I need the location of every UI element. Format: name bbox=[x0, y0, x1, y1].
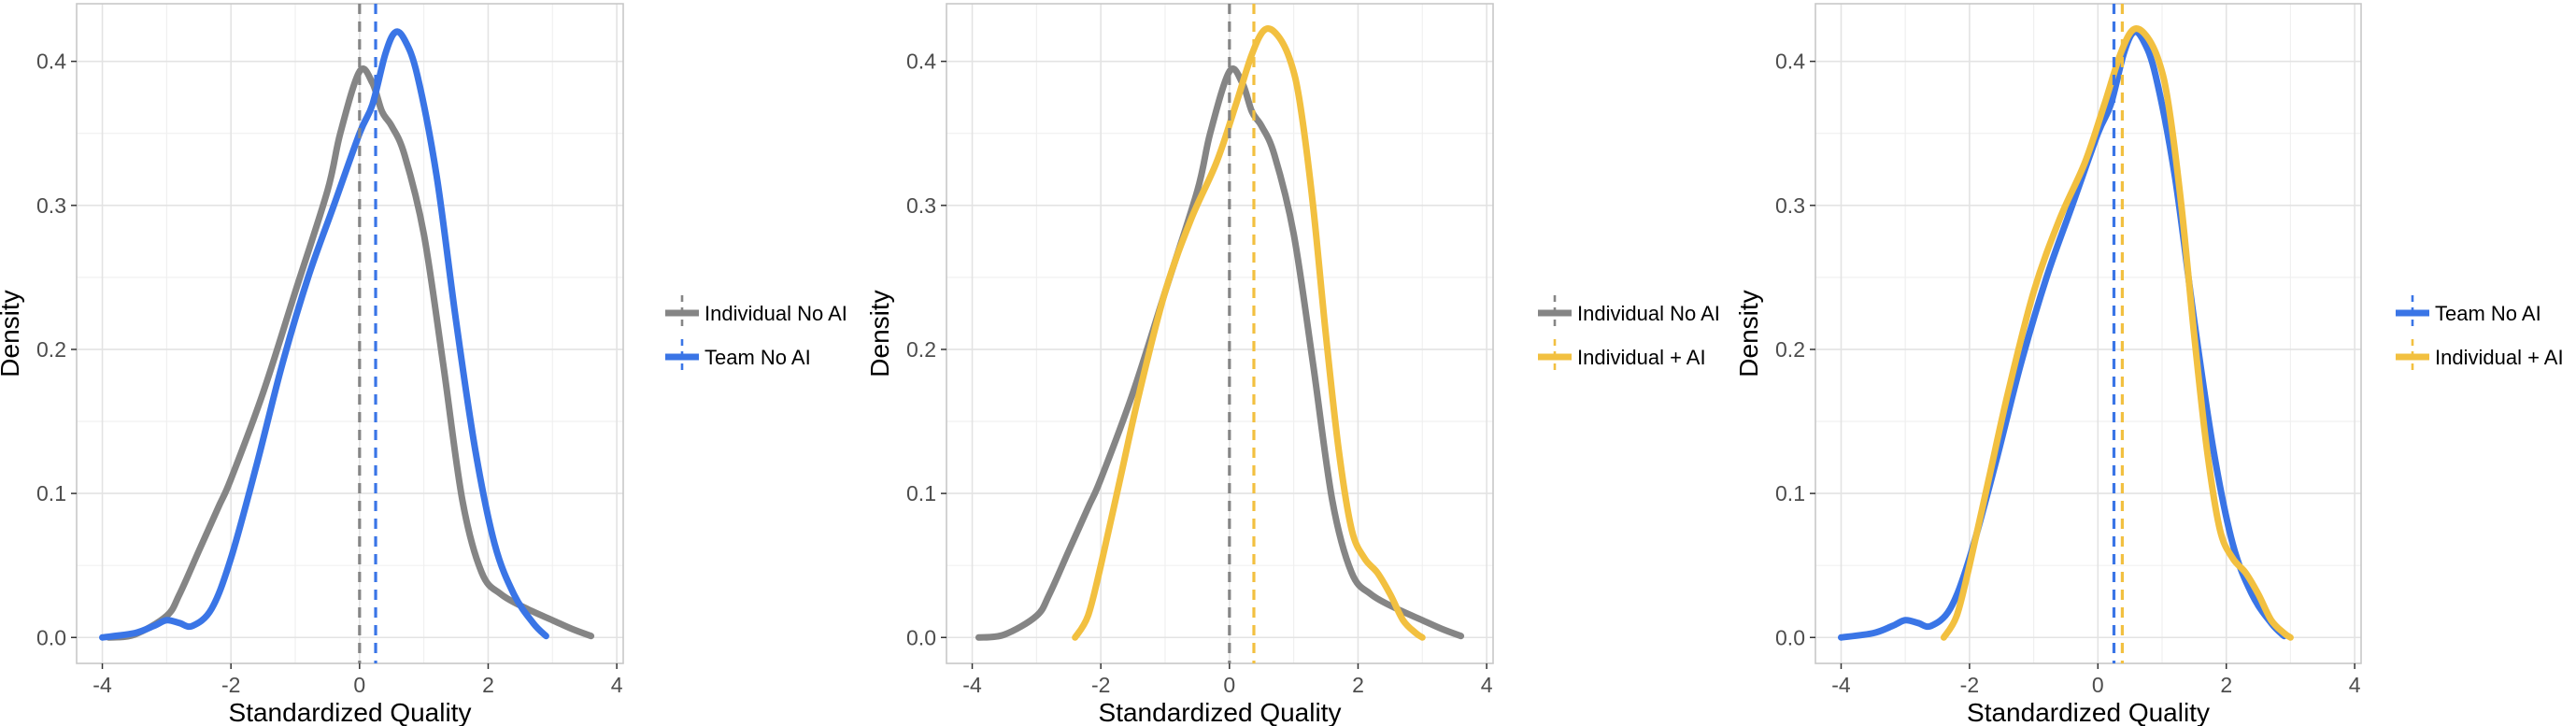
legend-label-individual-ai: Individual + AI bbox=[1577, 346, 1706, 369]
y-tick-label: 0.3 bbox=[906, 193, 936, 218]
x-tick-label: 2 bbox=[2220, 673, 2232, 697]
y-tick-label: 0.2 bbox=[906, 337, 936, 362]
y-tick-label: 0.3 bbox=[1775, 193, 1805, 218]
y-axis-title: Density bbox=[0, 290, 24, 377]
legend-label-individual-no-ai: Individual No AI bbox=[1577, 302, 1720, 325]
y-tick-label: 0.1 bbox=[36, 481, 66, 505]
y-tick-label: 0.4 bbox=[36, 50, 66, 74]
density-curve-individual-no-ai bbox=[105, 65, 595, 641]
chart-panel-2: 0.0 0.1 0.2 0.3 0.4 -4 -2 0 2 4 Standardized Quali… bbox=[865, 3, 1720, 726]
x-tick-label: 0 bbox=[1223, 673, 1235, 697]
y-tick-label: 0.4 bbox=[1775, 50, 1805, 74]
legend: Team No AI Individual + AI bbox=[2396, 295, 2564, 375]
y-axis-title: Density bbox=[865, 290, 894, 377]
y-tick-label: 0.0 bbox=[906, 625, 936, 649]
y-tick-label: 0.2 bbox=[1775, 337, 1805, 362]
x-tick-label: -4 bbox=[93, 673, 112, 697]
chart-panel-1: 0.0 0.1 0.2 0.3 0.4 -4 -2 0 2 4 Standardized Quali… bbox=[0, 3, 847, 726]
plot-area bbox=[1815, 4, 2361, 663]
legend: Individual No AI Individual + AI bbox=[1538, 295, 1720, 375]
y-tick-label: 0.3 bbox=[36, 193, 66, 218]
x-tick-label: 0 bbox=[353, 673, 365, 697]
x-tick-label: 2 bbox=[1352, 673, 1364, 697]
y-tick-label: 0.0 bbox=[36, 625, 66, 649]
plot-area bbox=[77, 4, 623, 663]
legend-label-team-no-ai: Team No AI bbox=[2435, 302, 2541, 325]
legend-label-individual-ai: Individual + AI bbox=[2435, 346, 2564, 369]
density-curve-individual-ai bbox=[1940, 25, 2294, 641]
y-tick-label: 0.2 bbox=[36, 337, 66, 362]
y-axis-title: Density bbox=[1734, 290, 1763, 377]
x-tick-label: 4 bbox=[2349, 673, 2361, 697]
x-tick-label: 4 bbox=[1481, 673, 1493, 697]
x-tick-label: -2 bbox=[1960, 673, 1979, 697]
x-axis-title: Standardized Quality bbox=[229, 698, 472, 726]
chart-panel-3: 0.0 0.1 0.2 0.3 0.4 -4 -2 0 2 4 Standardized Quali… bbox=[1734, 3, 2564, 726]
x-tick-label: 4 bbox=[611, 673, 623, 697]
legend-label-team-no-ai: Team No AI bbox=[704, 346, 811, 369]
y-tick-label: 0.4 bbox=[906, 50, 936, 74]
panel-border bbox=[76, 3, 624, 664]
y-tick-label: 0.1 bbox=[906, 481, 936, 505]
plot-area bbox=[946, 4, 1493, 663]
x-tick-label: 0 bbox=[2092, 673, 2104, 697]
legend: Individual No AI Team No AI bbox=[665, 295, 847, 375]
y-tick-label: 0.1 bbox=[1775, 481, 1805, 505]
x-tick-label: -4 bbox=[1831, 673, 1851, 697]
x-tick-label: -2 bbox=[1091, 673, 1110, 697]
y-tick-label: 0.0 bbox=[1775, 625, 1805, 649]
panel-border bbox=[1815, 3, 2362, 664]
x-tick-label: 2 bbox=[482, 673, 494, 697]
x-tick-label: -2 bbox=[221, 673, 240, 697]
x-axis-title: Standardized Quality bbox=[1967, 698, 2210, 726]
density-curve-individual-ai bbox=[1072, 25, 1426, 641]
panel-border bbox=[946, 3, 1494, 664]
legend-label-individual-no-ai: Individual No AI bbox=[704, 302, 847, 325]
x-tick-label: -4 bbox=[962, 673, 982, 697]
x-axis-title: Standardized Quality bbox=[1099, 698, 1342, 726]
